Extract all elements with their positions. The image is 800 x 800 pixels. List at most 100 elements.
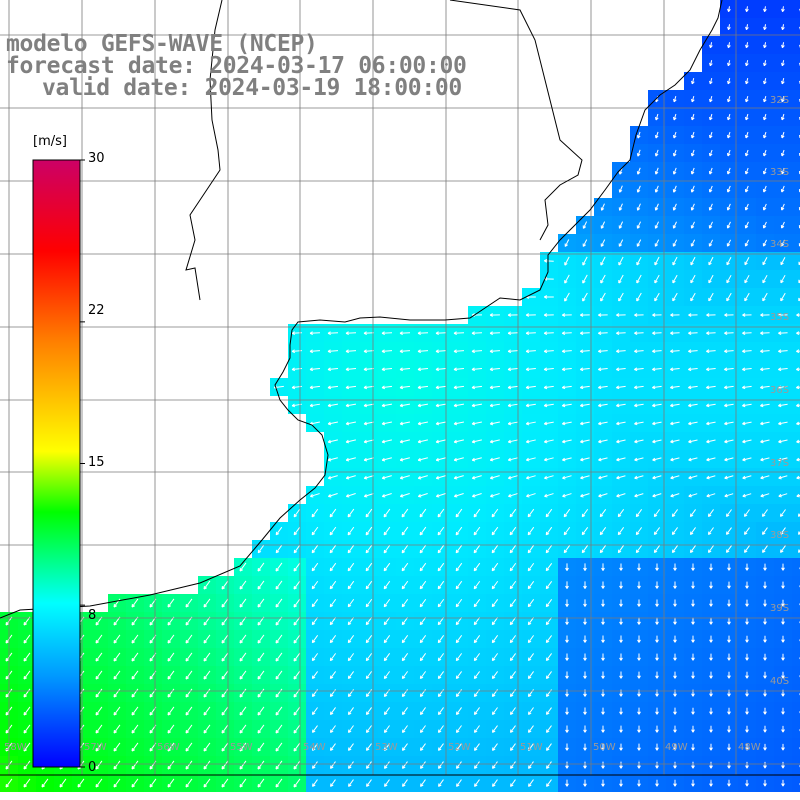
wind-arrowhead	[276, 551, 280, 554]
wind-arrows	[5, 6, 800, 788]
wind-arrowhead	[580, 387, 584, 390]
wind-arrowhead	[203, 731, 207, 734]
wind-arrowhead	[764, 675, 767, 679]
wind-arrowhead	[616, 369, 620, 372]
wind-arrow	[347, 616, 355, 626]
wind-arrowhead	[582, 550, 586, 554]
wind-arrowhead	[543, 350, 548, 354]
wind-arrow	[582, 292, 588, 302]
wind-arrowhead	[420, 640, 424, 644]
wind-arrow	[546, 707, 552, 715]
wind-arrowhead	[746, 711, 749, 715]
wind-arrowhead	[746, 27, 749, 31]
wind-arrow	[709, 149, 713, 157]
wind-arrow	[437, 580, 445, 590]
colorbar-tick-22: 22	[88, 303, 105, 318]
wind-arrow	[418, 439, 428, 443]
wind-arrow	[780, 527, 786, 535]
wind-arrow	[185, 598, 193, 608]
wind-arrowhead	[673, 189, 677, 193]
wind-arrow	[312, 779, 318, 787]
wind-arrow	[293, 706, 301, 716]
wind-arrowhead	[546, 694, 550, 697]
wind-arrow	[527, 599, 535, 607]
wind-arrow	[364, 457, 374, 461]
wind-arrow	[347, 508, 355, 518]
wind-arrowhead	[602, 639, 605, 643]
wind-arrowhead	[347, 533, 352, 536]
wind-arrow	[203, 724, 211, 734]
wind-arrowhead	[435, 332, 439, 336]
wind-arrowhead	[781, 81, 785, 85]
wind-arrowhead	[601, 244, 605, 247]
wind-arrowhead	[474, 766, 478, 769]
wind-arrowhead	[781, 153, 785, 157]
wind-arrowhead	[185, 749, 189, 752]
wind-arrow	[508, 332, 518, 334]
colorbar	[32, 159, 85, 768]
wind-arrowhead	[673, 226, 677, 229]
wind-arrowhead	[709, 189, 713, 193]
wind-arrow	[473, 544, 481, 554]
wind-arrowhead	[690, 550, 694, 553]
wind-arrowhead	[674, 567, 677, 571]
wind-arrowhead	[528, 730, 532, 733]
wind-arrow	[599, 545, 607, 553]
wind-arrow	[275, 544, 283, 554]
wind-arrowhead	[763, 117, 767, 121]
wind-arrow	[293, 598, 301, 608]
wind-arrowhead	[23, 641, 27, 644]
wind-arrow	[221, 634, 229, 644]
wind-arrow	[708, 292, 714, 302]
wind-arrowhead	[656, 783, 659, 787]
wind-arrowhead	[636, 550, 640, 554]
wind-arrow	[798, 549, 800, 553]
wind-arrow	[257, 598, 265, 608]
wind-arrowhead	[584, 747, 587, 751]
wind-arrowhead	[330, 640, 334, 644]
wind-arrow	[492, 707, 498, 715]
wind-arrow	[347, 635, 355, 643]
wind-arrow	[655, 131, 659, 139]
wind-arrowhead	[131, 695, 135, 698]
wind-arrowhead	[5, 623, 9, 626]
wind-arrowhead	[185, 605, 189, 608]
wind-arrow	[670, 385, 680, 389]
wind-arrowhead	[23, 731, 27, 734]
wind-arrowhead	[778, 314, 782, 317]
wind-arrowhead	[257, 641, 261, 644]
wind-arrowhead	[710, 693, 713, 697]
wind-arrowhead	[167, 641, 171, 644]
wind-arrow	[742, 403, 752, 407]
wind-arrowhead	[670, 459, 674, 462]
wind-arrow	[742, 457, 752, 461]
wind-arrow	[23, 724, 31, 734]
wind-arrow	[619, 203, 623, 211]
wind-arrowhead	[742, 387, 746, 390]
wind-arrowhead	[674, 729, 677, 733]
wind-arrow	[545, 508, 553, 518]
wind-arrowhead	[381, 369, 385, 372]
wind-arrowhead	[419, 515, 424, 518]
speed-cell	[792, 360, 800, 378]
wind-arrowhead	[510, 622, 514, 626]
wind-arrow	[366, 725, 372, 733]
wind-arrowhead	[471, 405, 476, 408]
wind-arrowhead	[363, 441, 368, 444]
wind-arrow	[778, 367, 788, 371]
wind-arrow	[709, 185, 713, 193]
wind-arrowhead	[744, 532, 748, 535]
wind-arrowhead	[584, 567, 587, 571]
wind-arrowhead	[566, 765, 569, 769]
wind-arrow	[708, 527, 714, 535]
wind-arrow	[562, 385, 572, 389]
wind-arrowhead	[709, 63, 713, 67]
wind-arrow	[796, 476, 800, 479]
wind-arrow	[95, 760, 103, 770]
wind-arrow	[780, 274, 786, 284]
wind-arrow	[113, 652, 121, 662]
wind-arrow	[113, 760, 121, 770]
wind-arrow	[327, 367, 339, 371]
wind-arrow	[455, 580, 463, 590]
wind-arrow	[275, 688, 283, 698]
